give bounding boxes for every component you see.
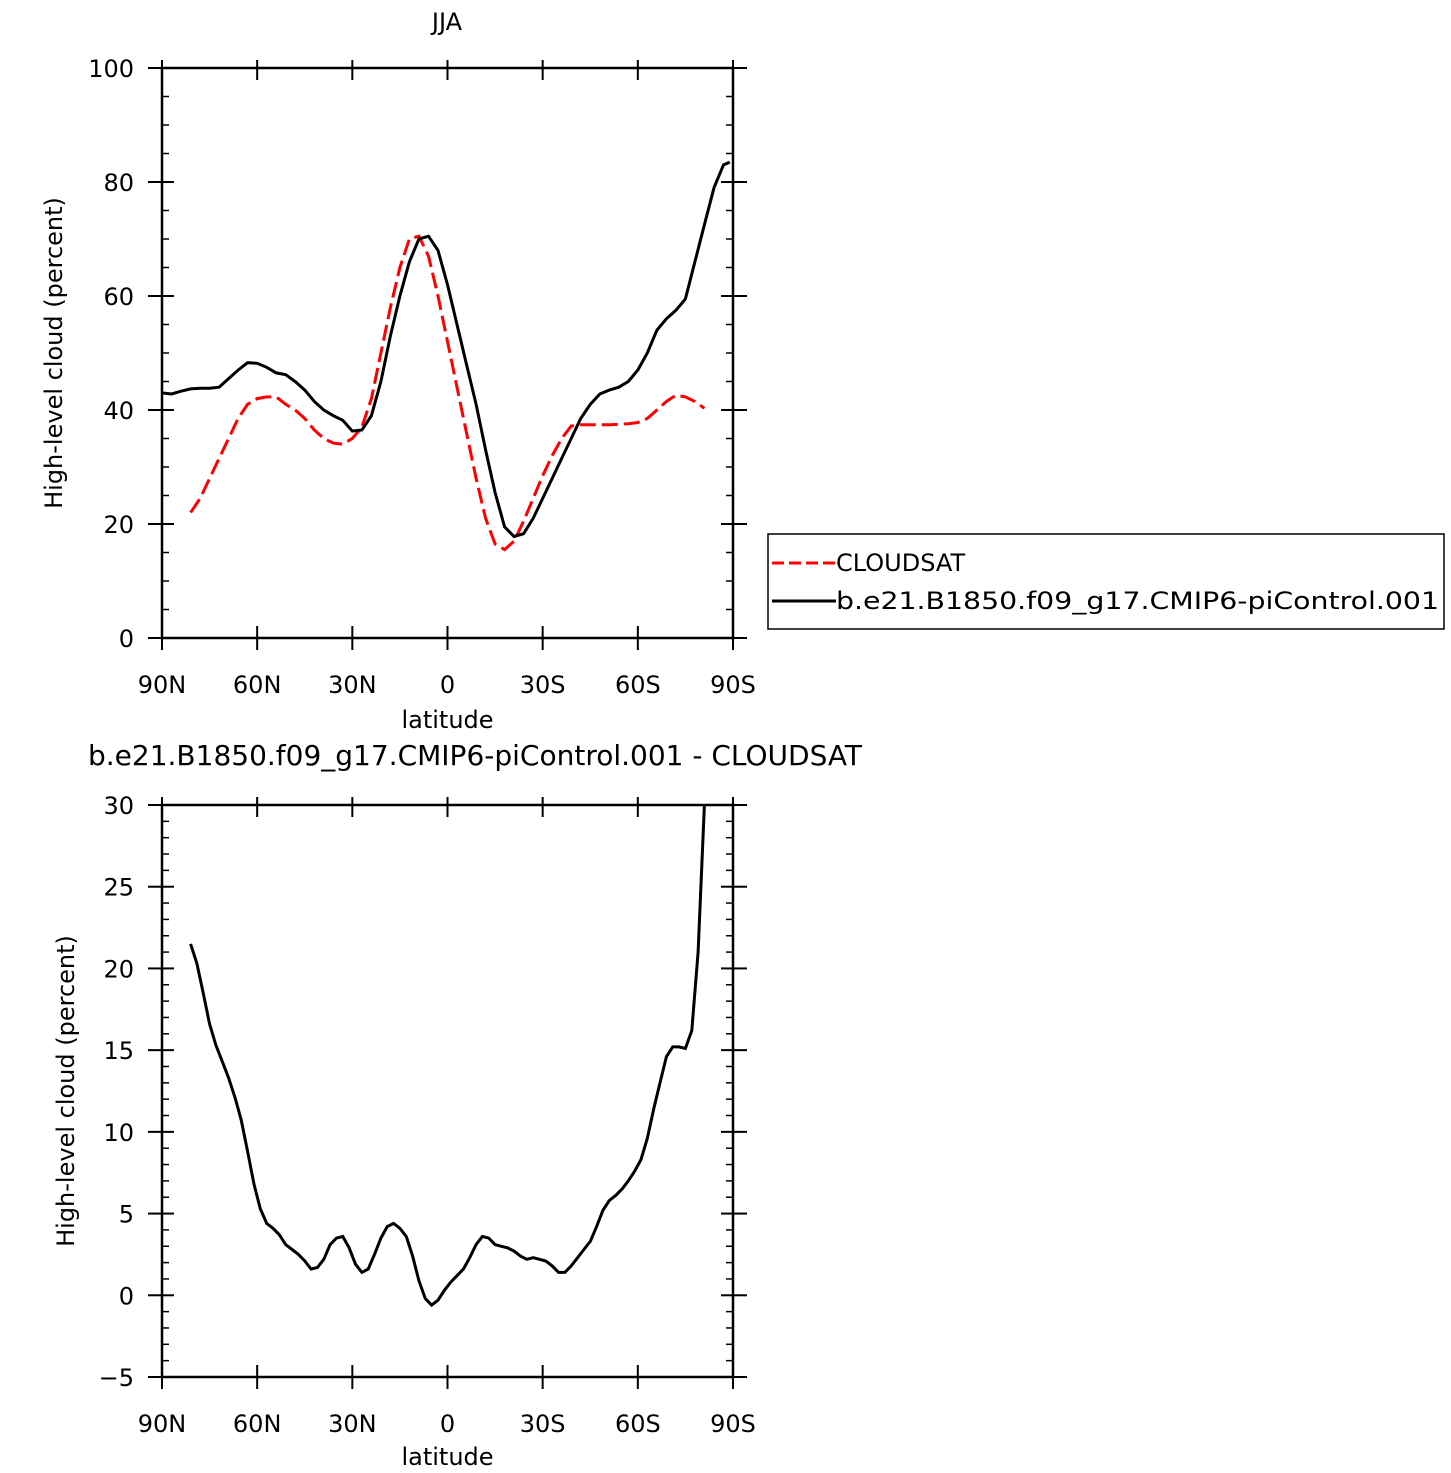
y-tick-label: 0 xyxy=(119,1282,134,1310)
y-tick-label: 80 xyxy=(103,169,134,197)
chart-panel-bottom: b.e21.B1850.f09_g17.CMIP6-piControl.001 … xyxy=(52,739,863,1471)
x-tick-label: 60N xyxy=(233,1410,282,1438)
chart-title: JJA xyxy=(430,8,463,36)
y-tick-label: 25 xyxy=(103,874,134,902)
y-tick-label: 20 xyxy=(103,511,134,539)
x-tick-label: 30S xyxy=(520,671,566,699)
x-tick-label: 0 xyxy=(440,671,455,699)
y-tick-label: 0 xyxy=(119,625,134,653)
x-tick-label: 90N xyxy=(138,1410,187,1438)
x-tick-label: 90N xyxy=(138,671,187,699)
axis-ticks xyxy=(148,797,747,1389)
y-tick-label: −5 xyxy=(99,1364,134,1392)
y-axis-label: High-level cloud (percent) xyxy=(40,197,68,509)
x-axis-label: latitude xyxy=(401,706,493,734)
chart-title-difference: b.e21.B1850.f09_g17.CMIP6-piControl.001 … xyxy=(88,739,863,772)
y-tick-label: 60 xyxy=(103,283,134,311)
x-tick-labels: 90N 60N 30N 0 30S 60S 90S xyxy=(138,1410,756,1438)
difference-series-line xyxy=(189,804,706,1308)
y-tick-label: 30 xyxy=(103,792,134,820)
cloudsat-series-line xyxy=(189,234,706,552)
y-tick-label: 5 xyxy=(119,1201,134,1229)
x-tick-label: 30N xyxy=(328,671,377,699)
y-tick-labels: 0 20 40 60 80 100 xyxy=(88,55,134,653)
chart-panel-top: JJA 90N 60N 30N 0 30S 60S 90S 0 20 40 60 80 100 lat… xyxy=(40,8,1445,734)
x-axis-label: latitude xyxy=(401,1443,493,1471)
x-tick-label: 60S xyxy=(615,1410,661,1438)
y-tick-label: 20 xyxy=(103,955,134,983)
x-tick-labels: 90N 60N 30N 0 30S 60S 90S xyxy=(138,671,756,699)
model-series-line xyxy=(161,160,731,539)
legend-box xyxy=(767,533,1445,630)
x-tick-label: 90S xyxy=(710,1410,756,1438)
y-tick-label: 40 xyxy=(103,397,134,425)
y-tick-label: 15 xyxy=(103,1037,134,1065)
x-tick-label: 30S xyxy=(520,1410,566,1438)
legend-label-model: b.e21.B1850.f09_g17.CMIP6-piControl.001 xyxy=(836,587,1439,615)
legend: CLOUDSAT b.e21.B1850.f09_g17.CMIP6-piCon… xyxy=(767,533,1445,630)
x-tick-label: 30N xyxy=(328,1410,377,1438)
y-tick-label: 100 xyxy=(88,55,134,83)
y-tick-labels: −5 0 5 10 15 20 25 30 xyxy=(99,792,134,1392)
axis-ticks xyxy=(148,60,747,650)
x-tick-label: 90S xyxy=(710,671,756,699)
y-tick-label: 10 xyxy=(103,1119,134,1147)
y-axis-label: High-level cloud (percent) xyxy=(52,935,80,1247)
x-tick-label: 60S xyxy=(615,671,661,699)
x-tick-label: 60N xyxy=(233,671,282,699)
x-tick-label: 0 xyxy=(440,1410,455,1438)
plot-frame xyxy=(160,803,735,1379)
legend-label-cloudsat: CLOUDSAT xyxy=(836,549,965,577)
